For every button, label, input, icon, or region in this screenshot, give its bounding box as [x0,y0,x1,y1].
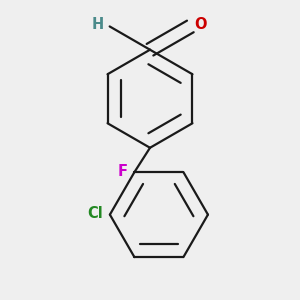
Text: Cl: Cl [88,206,103,221]
Text: F: F [118,164,128,178]
Text: H: H [92,17,104,32]
Text: O: O [194,17,207,32]
